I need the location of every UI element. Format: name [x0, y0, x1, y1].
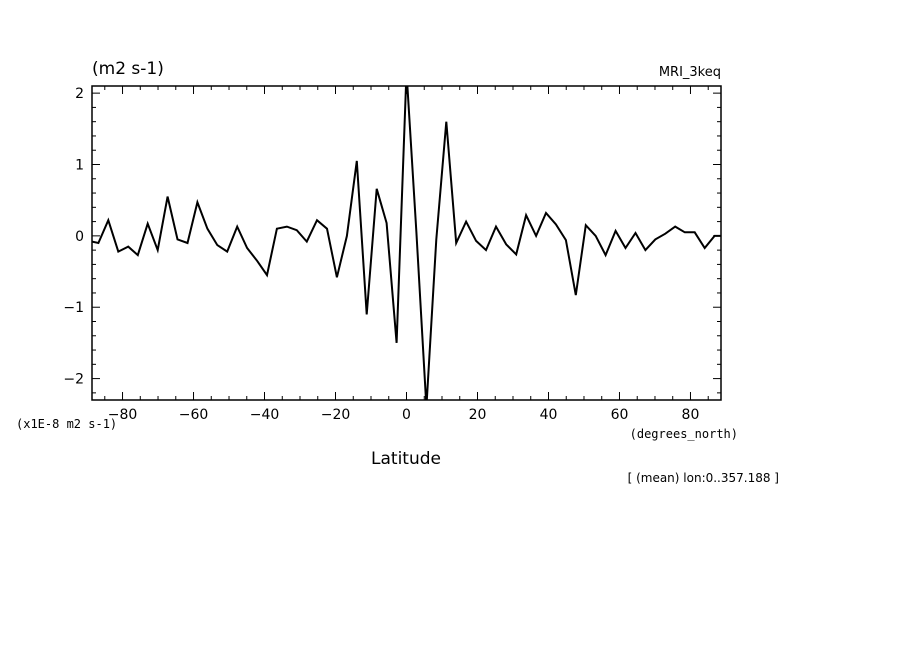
y-tick-labels: −2 −1 0 1 2 [63, 86, 84, 387]
y-tick-label: 1 [75, 158, 84, 174]
x-tick-label: 20 [469, 407, 487, 423]
x-tick-label: 80 [682, 407, 700, 423]
series-line [92, 86, 721, 400]
x-axis-ticks [104, 86, 709, 400]
x-units-label: (degrees_north) [630, 427, 738, 441]
units-label: (m2 s-1) [92, 59, 164, 79]
y-tick-label: −1 [63, 300, 84, 316]
y-tick-label: −2 [63, 372, 84, 388]
x-tick-label: 0 [402, 407, 411, 423]
x-tick-label: 40 [540, 407, 558, 423]
x-tick-label: −80 [108, 407, 138, 423]
x-tick-label: −60 [179, 407, 209, 423]
y-tick-label: 2 [75, 86, 84, 102]
x-tick-label: 60 [611, 407, 629, 423]
x-tick-labels: −80 −60 −40 −20 0 20 40 60 80 [108, 407, 700, 423]
x-tick-label: −20 [321, 407, 351, 423]
x-tick-label: −40 [250, 407, 280, 423]
y-tick-label: 0 [75, 229, 84, 245]
x-axis-title: Latitude [371, 449, 441, 469]
model-label: MRI_3keq [659, 65, 721, 80]
footnote: [ (mean) lon:0..357.188 ] [628, 471, 779, 485]
scale-label: (x1E-8 m2 s-1) [16, 417, 117, 431]
